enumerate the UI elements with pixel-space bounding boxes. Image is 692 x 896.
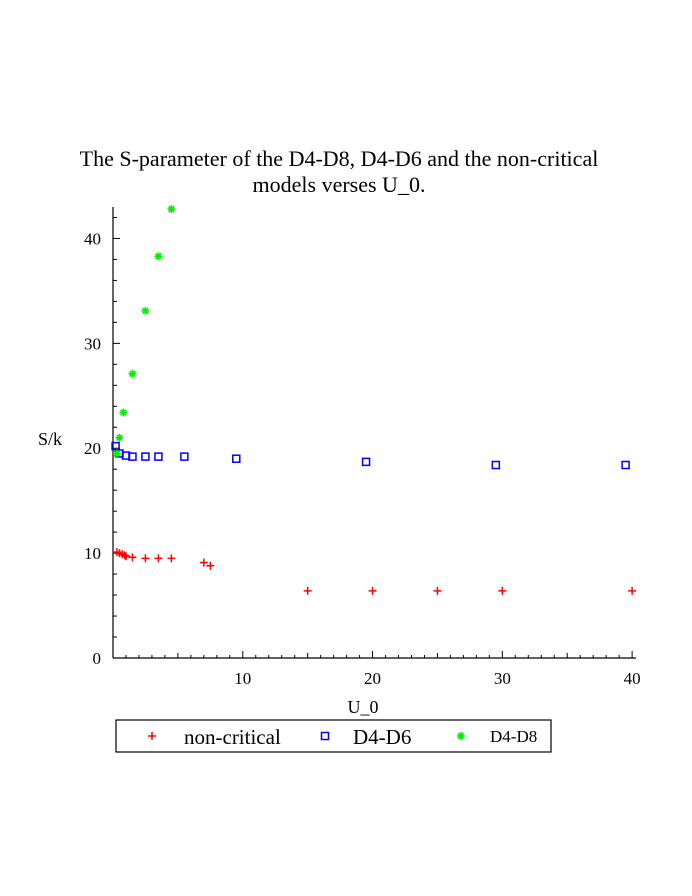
point-d4-d6 xyxy=(180,452,189,461)
point-d4-d8 xyxy=(154,252,163,261)
point-non-critical xyxy=(206,561,215,570)
chart-title-line1: The S-parameter of the D4-D8, D4-D6 and … xyxy=(80,146,599,171)
legend-d4-d8-symbol xyxy=(457,732,465,740)
legend-non-critical-symbol xyxy=(148,732,156,740)
x-tick-label: 20 xyxy=(364,669,381,688)
point-non-critical xyxy=(121,552,130,561)
y-tick-label: 40 xyxy=(84,229,101,248)
legend: non-critical D4-D6 D4-D8 xyxy=(115,719,552,753)
point-non-critical xyxy=(141,554,150,563)
y-tick-label: 0 xyxy=(93,649,102,668)
point-d4-d6 xyxy=(141,452,150,461)
x-tick-label: 40 xyxy=(624,669,641,688)
legend-marker-non-critical xyxy=(148,732,156,740)
point-non-critical xyxy=(120,551,129,560)
point-non-critical xyxy=(303,586,312,595)
point-d4-d6 xyxy=(361,457,371,467)
point-d4-d8 xyxy=(119,408,128,417)
x-tick-label: 30 xyxy=(494,669,511,688)
point-d4-d8 xyxy=(141,306,150,315)
point-d4-d6 xyxy=(491,460,501,470)
point-d4-d8 xyxy=(128,369,137,378)
legend-label-d4-d6: D4-D6 xyxy=(353,725,411,749)
legend-marker-d4-d8 xyxy=(457,732,465,740)
legend-box xyxy=(115,719,552,753)
legend-label-d4-d8: D4-D8 xyxy=(490,727,537,746)
point-d4-d8 xyxy=(112,449,121,458)
point-non-critical xyxy=(167,554,176,563)
point-non-critical xyxy=(199,558,208,567)
axes: 10 20 30 40 0 10 20 30 40 xyxy=(84,207,641,688)
point-non-critical xyxy=(128,553,137,562)
point-d4-d6 xyxy=(621,460,630,470)
y-tick-label: 20 xyxy=(84,439,101,458)
y-axis-label: S/k xyxy=(38,429,62,449)
point-d4-d8 xyxy=(167,205,176,214)
y-tick-label: 30 xyxy=(84,334,101,353)
point-non-critical xyxy=(628,586,637,595)
point-non-critical xyxy=(498,586,507,595)
point-non-critical xyxy=(368,586,377,595)
legend-label-non-critical: non-critical xyxy=(184,725,281,749)
y-tick-label: 10 xyxy=(84,544,101,563)
point-d4-d6 xyxy=(128,452,137,461)
point-d4-d6 xyxy=(154,452,163,461)
point-non-critical xyxy=(433,586,442,595)
legend-d4-d6-symbol xyxy=(320,731,330,741)
x-axis-label: U_0 xyxy=(348,697,379,717)
x-tick-label: 10 xyxy=(234,669,251,688)
point-d4-d6 xyxy=(232,454,241,463)
chart-title-line2: models verses U_0. xyxy=(253,172,426,197)
legend-marker-d4-d6 xyxy=(320,731,330,741)
point-non-critical xyxy=(154,554,163,563)
plot-points xyxy=(111,205,637,595)
point-d4-d8 xyxy=(115,433,124,442)
